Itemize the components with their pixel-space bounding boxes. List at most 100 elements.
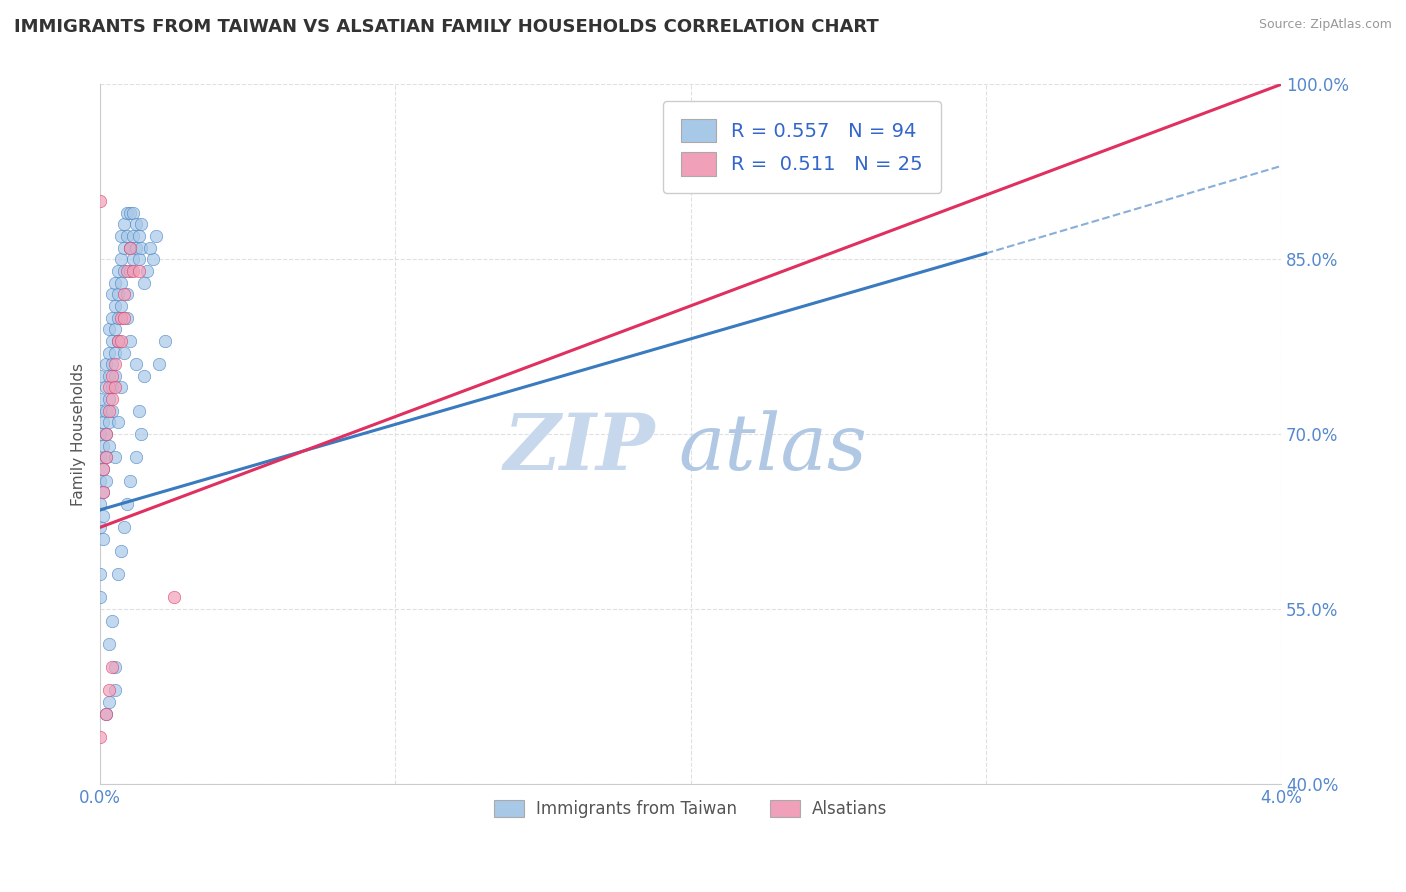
Point (112, 520, 135, 534)
Point (142, 252, 165, 267)
Point (89, 497, 111, 511)
Point (104, 450, 127, 465)
Point (91, 416, 114, 430)
Point (128, 252, 150, 267)
Point (101, 404, 124, 418)
Point (110, 334, 132, 348)
Point (101, 368, 124, 383)
Point (131, 241, 153, 255)
Text: ZIP: ZIP (503, 409, 655, 486)
Point (107, 566, 129, 581)
Point (121, 252, 143, 267)
Point (98, 695, 121, 709)
Point (148, 357, 170, 371)
Point (104, 276, 127, 290)
Point (94, 474, 117, 488)
Point (89, 404, 111, 418)
Text: atlas: atlas (679, 410, 868, 486)
Point (94, 706, 117, 721)
Text: Source: ZipAtlas.com: Source: ZipAtlas.com (1258, 18, 1392, 31)
Point (98, 404, 121, 418)
Point (134, 276, 156, 290)
Point (101, 310, 124, 325)
Point (112, 217, 135, 231)
Legend: Immigrants from Taiwan, Alsatians: Immigrants from Taiwan, Alsatians (488, 793, 894, 824)
Point (112, 287, 135, 301)
Point (89, 194, 111, 208)
Point (89, 566, 111, 581)
Point (112, 264, 135, 278)
Point (118, 334, 141, 348)
Y-axis label: Family Households: Family Households (72, 362, 86, 506)
Point (124, 357, 146, 371)
Point (101, 380, 124, 394)
Point (98, 345, 121, 359)
Point (94, 427, 117, 442)
Point (104, 357, 127, 371)
Point (128, 264, 150, 278)
Point (98, 392, 121, 406)
Point (134, 368, 156, 383)
Point (115, 264, 138, 278)
Point (98, 322, 121, 336)
Point (104, 683, 127, 698)
Point (131, 217, 153, 231)
Point (107, 334, 129, 348)
Point (107, 287, 129, 301)
Point (91, 462, 114, 476)
Point (94, 450, 117, 465)
Point (104, 345, 127, 359)
Point (98, 637, 121, 651)
Point (94, 706, 117, 721)
Point (107, 334, 129, 348)
Point (104, 380, 127, 394)
Point (121, 205, 143, 219)
Point (115, 497, 138, 511)
Point (136, 264, 159, 278)
Point (110, 299, 132, 313)
Point (112, 310, 135, 325)
Point (115, 205, 138, 219)
Point (94, 404, 117, 418)
Point (163, 591, 186, 605)
Point (121, 264, 143, 278)
Point (118, 474, 141, 488)
Point (121, 229, 143, 244)
Point (101, 392, 124, 406)
Point (91, 485, 114, 500)
Point (104, 322, 127, 336)
Point (118, 264, 141, 278)
Point (118, 241, 141, 255)
Point (118, 205, 141, 219)
Point (104, 368, 127, 383)
Point (145, 229, 167, 244)
Point (115, 229, 138, 244)
Point (107, 264, 129, 278)
Point (118, 241, 141, 255)
Point (89, 427, 111, 442)
Point (107, 416, 129, 430)
Point (101, 287, 124, 301)
Point (115, 310, 138, 325)
Point (139, 241, 162, 255)
Point (110, 543, 132, 558)
Point (110, 310, 132, 325)
Point (89, 368, 111, 383)
Point (89, 730, 111, 744)
Point (110, 276, 132, 290)
Point (98, 683, 121, 698)
Point (128, 229, 150, 244)
Point (104, 299, 127, 313)
Point (98, 368, 121, 383)
Point (107, 310, 129, 325)
Point (101, 357, 124, 371)
Point (89, 520, 111, 534)
Point (91, 532, 114, 546)
Point (112, 345, 135, 359)
Point (98, 416, 121, 430)
Point (89, 591, 111, 605)
Point (101, 660, 124, 674)
Point (153, 334, 176, 348)
Point (124, 217, 146, 231)
Point (110, 252, 132, 267)
